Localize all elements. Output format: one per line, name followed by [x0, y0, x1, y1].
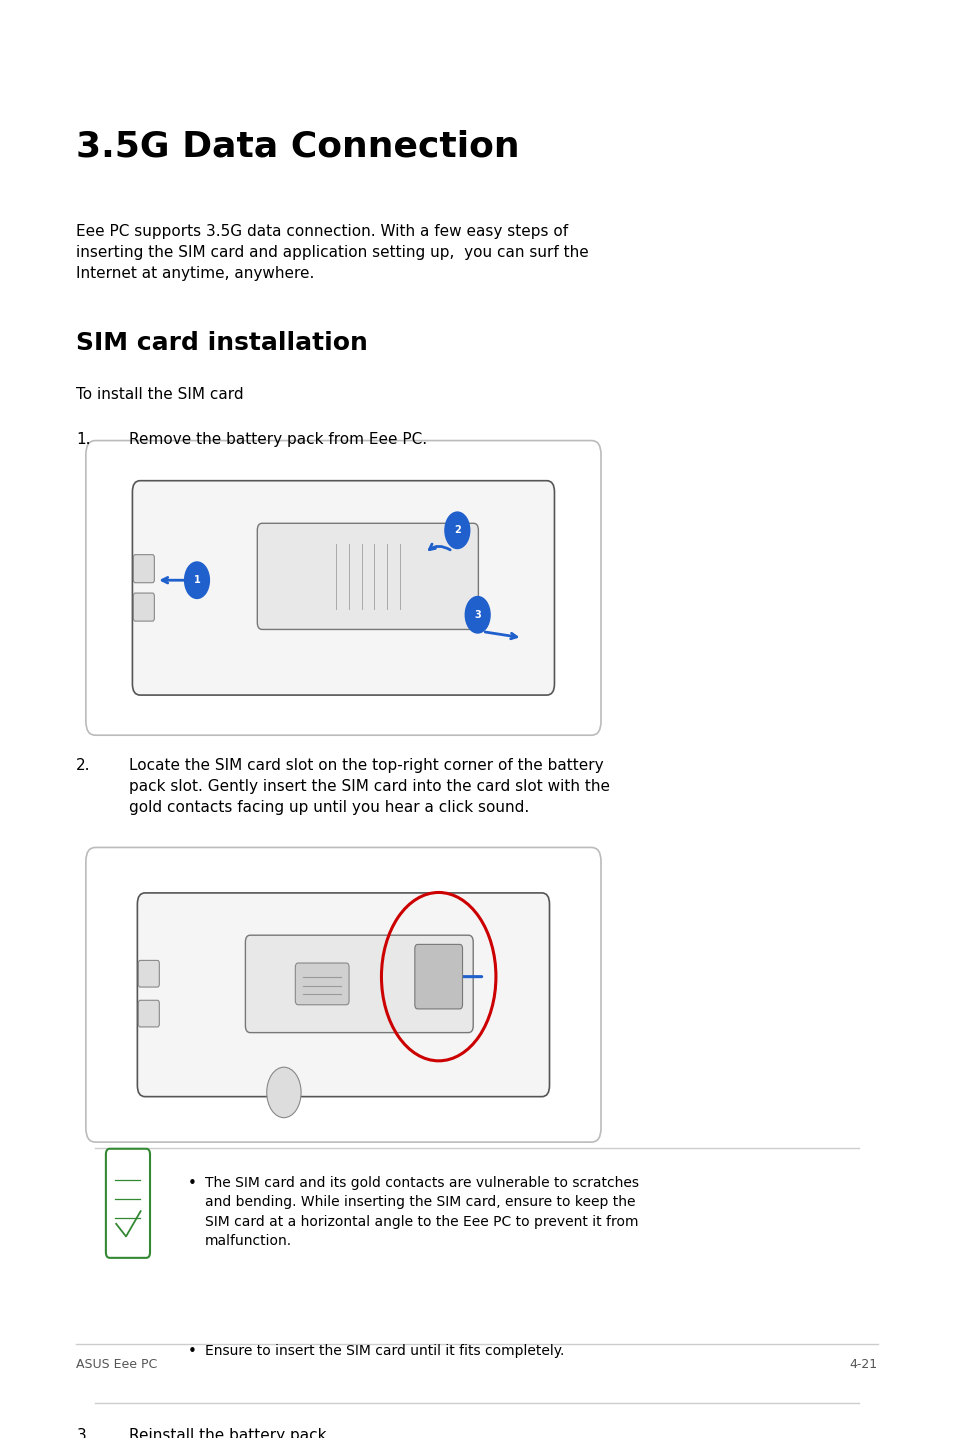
FancyBboxPatch shape [295, 963, 349, 1005]
Text: 3.5G Data Connection: 3.5G Data Connection [76, 129, 519, 162]
Text: •: • [188, 1176, 196, 1191]
Circle shape [444, 512, 469, 548]
Text: The SIM card and its gold contacts are vulnerable to scratches
and bending. Whil: The SIM card and its gold contacts are v… [205, 1176, 639, 1248]
FancyBboxPatch shape [133, 592, 154, 621]
FancyBboxPatch shape [415, 945, 462, 1009]
Text: 1.: 1. [76, 433, 91, 447]
FancyBboxPatch shape [245, 935, 473, 1032]
FancyBboxPatch shape [86, 847, 600, 1142]
Text: To install the SIM card: To install the SIM card [76, 387, 244, 403]
Text: 2.: 2. [76, 758, 91, 772]
Text: ASUS Eee PC: ASUS Eee PC [76, 1357, 157, 1372]
Text: •: • [188, 1345, 196, 1359]
FancyBboxPatch shape [106, 1149, 150, 1258]
Text: Remove the battery pack from Eee PC.: Remove the battery pack from Eee PC. [129, 433, 427, 447]
FancyBboxPatch shape [257, 523, 477, 630]
Text: Locate the SIM card slot on the top-right corner of the battery
pack slot. Gentl: Locate the SIM card slot on the top-righ… [129, 758, 609, 815]
Text: 1: 1 [193, 575, 200, 585]
FancyBboxPatch shape [138, 1001, 159, 1027]
Text: Eee PC supports 3.5G data connection. With a few easy steps of
inserting the SIM: Eee PC supports 3.5G data connection. Wi… [76, 224, 588, 282]
FancyBboxPatch shape [132, 480, 554, 695]
Text: 3.: 3. [76, 1428, 91, 1438]
Text: 2: 2 [454, 525, 460, 535]
Text: SIM card installation: SIM card installation [76, 331, 368, 355]
FancyBboxPatch shape [137, 893, 549, 1097]
Text: Ensure to insert the SIM card until it fits completely.: Ensure to insert the SIM card until it f… [205, 1345, 564, 1357]
Circle shape [184, 562, 209, 598]
FancyBboxPatch shape [138, 961, 159, 986]
FancyBboxPatch shape [133, 555, 154, 582]
Text: Reinstall the battery pack.: Reinstall the battery pack. [129, 1428, 331, 1438]
FancyBboxPatch shape [86, 440, 600, 735]
Text: 4-21: 4-21 [849, 1357, 877, 1372]
Circle shape [267, 1067, 301, 1117]
Circle shape [465, 597, 490, 633]
Text: 3: 3 [474, 610, 480, 620]
